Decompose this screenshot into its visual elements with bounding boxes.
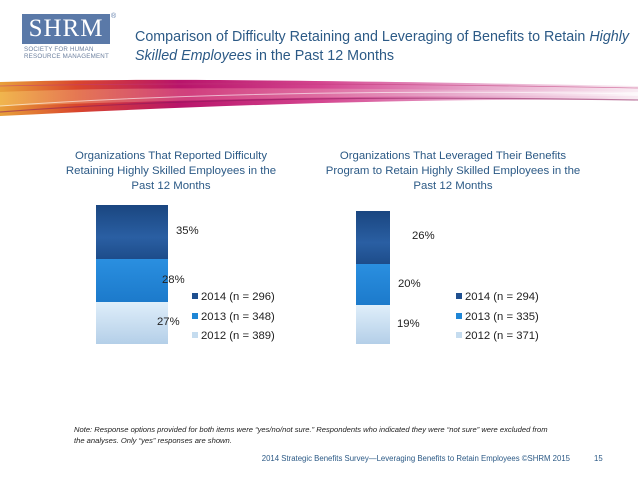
data-label-0-0: 35% bbox=[176, 225, 199, 238]
chart-left-title: Organizations That Reported Difficulty R… bbox=[65, 150, 277, 192]
legend-item-0-2: 2012 (n = 389) bbox=[192, 330, 275, 342]
legend-label: 2012 (n = 389) bbox=[201, 330, 275, 342]
page-number: 15 bbox=[594, 454, 603, 463]
legend-item-1-1: 2013 (n = 335) bbox=[456, 311, 539, 323]
legend-swatch bbox=[456, 332, 462, 338]
data-label-1-2: 19% bbox=[397, 317, 420, 330]
legend-swatch bbox=[192, 332, 198, 338]
shrm-logo: SHRM ® SOCIETY FOR HUMAN RESOURCE MANAGE… bbox=[22, 13, 118, 70]
logo-subtitle: SOCIETY FOR HUMAN RESOURCE MANAGEMENT bbox=[24, 46, 109, 61]
legend-item-0-1: 2013 (n = 348) bbox=[192, 311, 275, 323]
legend-item-0-0: 2014 (n = 296) bbox=[192, 291, 275, 303]
data-label-1-1: 20% bbox=[398, 277, 421, 290]
legend-label: 2013 (n = 335) bbox=[465, 311, 539, 323]
legend-label: 2012 (n = 371) bbox=[465, 330, 539, 342]
legend-label: 2014 (n = 296) bbox=[201, 291, 275, 303]
data-label-0-1: 28% bbox=[162, 273, 185, 286]
legend-swatch bbox=[192, 293, 198, 299]
slide-title: Comparison of Difficulty Retaining and L… bbox=[135, 29, 630, 64]
chart-right-title: Organizations That Leveraged Their Benef… bbox=[325, 150, 581, 192]
bar-segment-0-0 bbox=[96, 205, 168, 260]
data-label-0-2: 27% bbox=[157, 316, 180, 329]
legend-swatch bbox=[456, 313, 462, 319]
decorative-banner bbox=[0, 76, 638, 120]
bar-segment-1-1 bbox=[356, 264, 390, 306]
logo-mark: SHRM bbox=[22, 14, 110, 44]
footnote: Note: Response options provided for both… bbox=[74, 425, 548, 445]
legend-swatch bbox=[192, 313, 198, 319]
legend-label: 2013 (n = 348) bbox=[201, 311, 275, 323]
legend-item-1-2: 2012 (n = 371) bbox=[456, 330, 539, 342]
registered-mark: ® bbox=[111, 13, 117, 20]
bar-segment-1-2 bbox=[356, 305, 390, 344]
legend-item-1-0: 2014 (n = 294) bbox=[456, 291, 539, 303]
bar-segment-0-2 bbox=[96, 302, 168, 344]
footer-citation: 2014 Strategic Benefits Survey—Leveragin… bbox=[261, 454, 570, 463]
bar-segment-1-0 bbox=[356, 210, 390, 265]
legend-label: 2014 (n = 294) bbox=[465, 291, 539, 303]
data-label-1-0: 26% bbox=[412, 230, 435, 243]
legend-swatch bbox=[456, 293, 462, 299]
bar-segment-0-1 bbox=[96, 259, 168, 303]
